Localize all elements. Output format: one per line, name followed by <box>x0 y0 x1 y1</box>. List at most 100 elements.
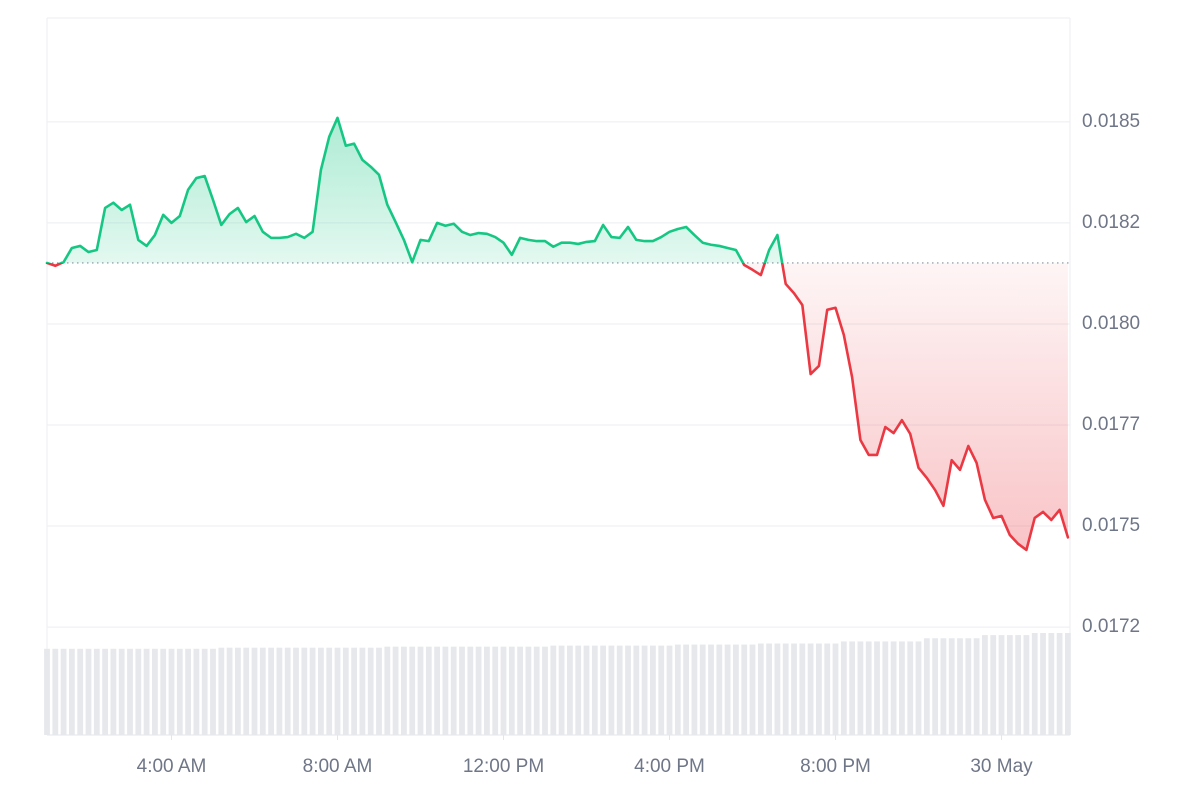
volume-bar <box>733 644 739 735</box>
volume-bar <box>973 638 980 735</box>
x-tick-label: 30 May <box>970 756 1033 777</box>
volume-bar <box>1015 635 1022 735</box>
volume-bar <box>940 638 947 735</box>
volume-bar <box>998 635 1005 735</box>
volume-bar <box>492 646 499 735</box>
y-tick-label: 0.0177 <box>1082 414 1140 435</box>
volume-bar <box>749 644 756 735</box>
volume-bar <box>251 647 258 735</box>
volume-bar <box>849 641 856 735</box>
volume-bar <box>85 648 92 735</box>
volume-bar <box>417 646 424 735</box>
volume-bar <box>500 646 507 735</box>
volume-bar <box>600 645 607 735</box>
volume-bar <box>708 644 714 735</box>
volume-bar <box>982 635 988 735</box>
volume-bar <box>384 646 391 735</box>
volume-bar <box>1056 633 1063 735</box>
volume-bar <box>309 647 316 735</box>
volume-bar <box>874 641 880 735</box>
volume-bar <box>575 645 582 735</box>
volume-bar <box>658 645 665 735</box>
volume-bar <box>741 644 748 735</box>
volume-bar <box>965 638 972 735</box>
price-line <box>45 116 1070 552</box>
volume-bar <box>674 644 681 735</box>
volume-bar <box>899 641 905 735</box>
volume-bar <box>641 645 648 735</box>
volume-bar <box>525 646 532 735</box>
volume-bar <box>52 648 59 735</box>
volume-bar <box>1040 633 1046 735</box>
volume-bar <box>608 645 615 735</box>
volume-bar <box>367 647 374 735</box>
volume-bar <box>376 647 382 735</box>
volume-bar <box>434 646 440 735</box>
volume-bar <box>60 648 67 735</box>
volume-bar <box>882 641 889 735</box>
volume-bar <box>807 643 814 735</box>
volume-bar <box>1023 635 1030 735</box>
volume-bar <box>284 647 291 735</box>
volume-bar <box>318 647 324 735</box>
volume-bar <box>218 647 225 735</box>
volume-bar <box>824 643 831 735</box>
volume-bar <box>459 646 465 735</box>
volume-bar <box>683 644 690 735</box>
volume-bar <box>791 643 797 735</box>
volume-bar <box>533 646 540 735</box>
volume-bar <box>508 646 515 735</box>
volume-bar <box>342 647 349 735</box>
volume-bar <box>359 647 366 735</box>
volume-bar <box>475 646 482 735</box>
volume-bar <box>484 646 490 735</box>
volume-bar <box>160 648 167 735</box>
volume-bar <box>757 643 764 735</box>
volume-bar <box>168 648 175 735</box>
volume-bar <box>799 643 806 735</box>
volume-bar <box>102 648 108 735</box>
volume-bar <box>425 646 432 735</box>
volume-bar <box>401 646 407 735</box>
volume-bar <box>268 647 274 735</box>
volume-bar <box>990 635 997 735</box>
volume-bar <box>782 643 789 735</box>
volume-bar <box>699 644 706 735</box>
volume-bar <box>616 645 623 735</box>
volume-bar <box>185 648 191 735</box>
volume-bar <box>351 647 357 735</box>
volume-bar <box>243 647 250 735</box>
volume-bar <box>93 648 100 735</box>
y-tick-label: 0.0180 <box>1082 313 1140 334</box>
volume-bar <box>135 648 142 735</box>
volume-bar <box>890 641 897 735</box>
x-tick-label: 8:00 AM <box>303 756 373 777</box>
volume-bar <box>442 646 449 735</box>
volume-bar <box>774 643 781 735</box>
volume-bar <box>193 648 200 735</box>
volume-bar <box>1065 633 1071 735</box>
volume-bar <box>1048 633 1055 735</box>
volume-bar <box>558 645 565 735</box>
volume-bar <box>334 647 341 735</box>
volume-bar <box>293 647 299 735</box>
volume-bar <box>210 648 216 735</box>
volume-bar <box>259 647 266 735</box>
volume-bar <box>517 646 523 735</box>
volume-bar <box>691 644 698 735</box>
volume-bar <box>766 643 773 735</box>
volume-bar <box>583 645 590 735</box>
volume-bar <box>110 648 117 735</box>
y-tick-label: 0.0175 <box>1082 515 1140 536</box>
volume-bar <box>276 647 283 735</box>
volume-bar <box>865 641 872 735</box>
volume-bar <box>450 646 457 735</box>
price-area <box>47 117 1070 550</box>
y-tick-label: 0.0172 <box>1082 616 1140 637</box>
volume-bar <box>716 644 723 735</box>
x-tick-label: 4:00 PM <box>634 756 705 777</box>
volume-bar <box>1006 635 1013 735</box>
volume-bar <box>176 648 183 735</box>
volume-bar <box>143 648 150 735</box>
